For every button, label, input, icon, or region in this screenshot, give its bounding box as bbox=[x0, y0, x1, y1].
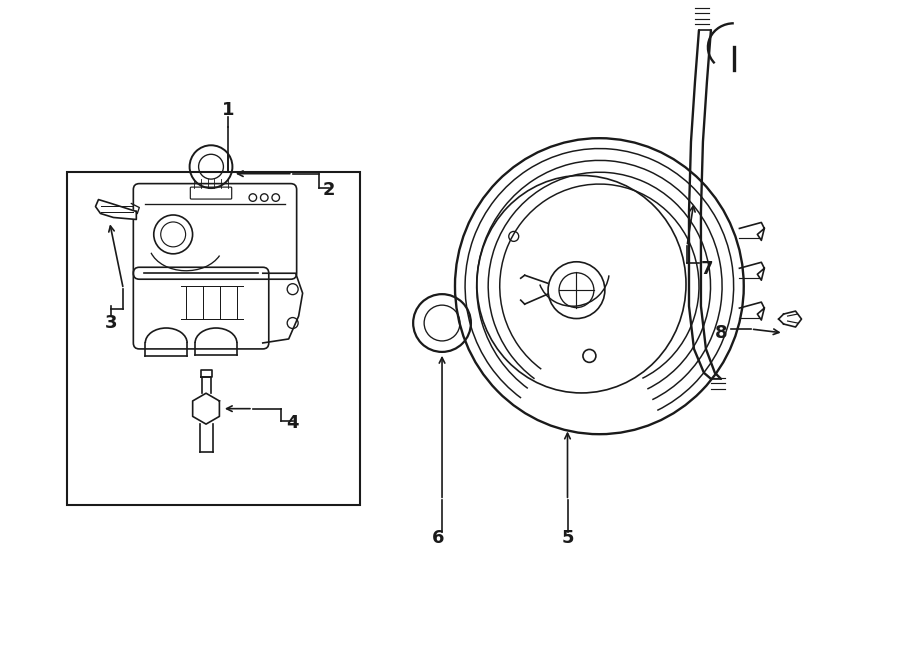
Polygon shape bbox=[95, 200, 136, 219]
Text: 6: 6 bbox=[432, 529, 445, 547]
Text: 4: 4 bbox=[286, 414, 299, 432]
Text: 3: 3 bbox=[105, 314, 118, 332]
Bar bbox=[67, 172, 360, 505]
Text: 1: 1 bbox=[221, 101, 234, 119]
Text: 2: 2 bbox=[322, 180, 335, 198]
Text: 8: 8 bbox=[715, 324, 727, 342]
Text: 5: 5 bbox=[562, 529, 574, 547]
Text: 7: 7 bbox=[701, 260, 713, 278]
